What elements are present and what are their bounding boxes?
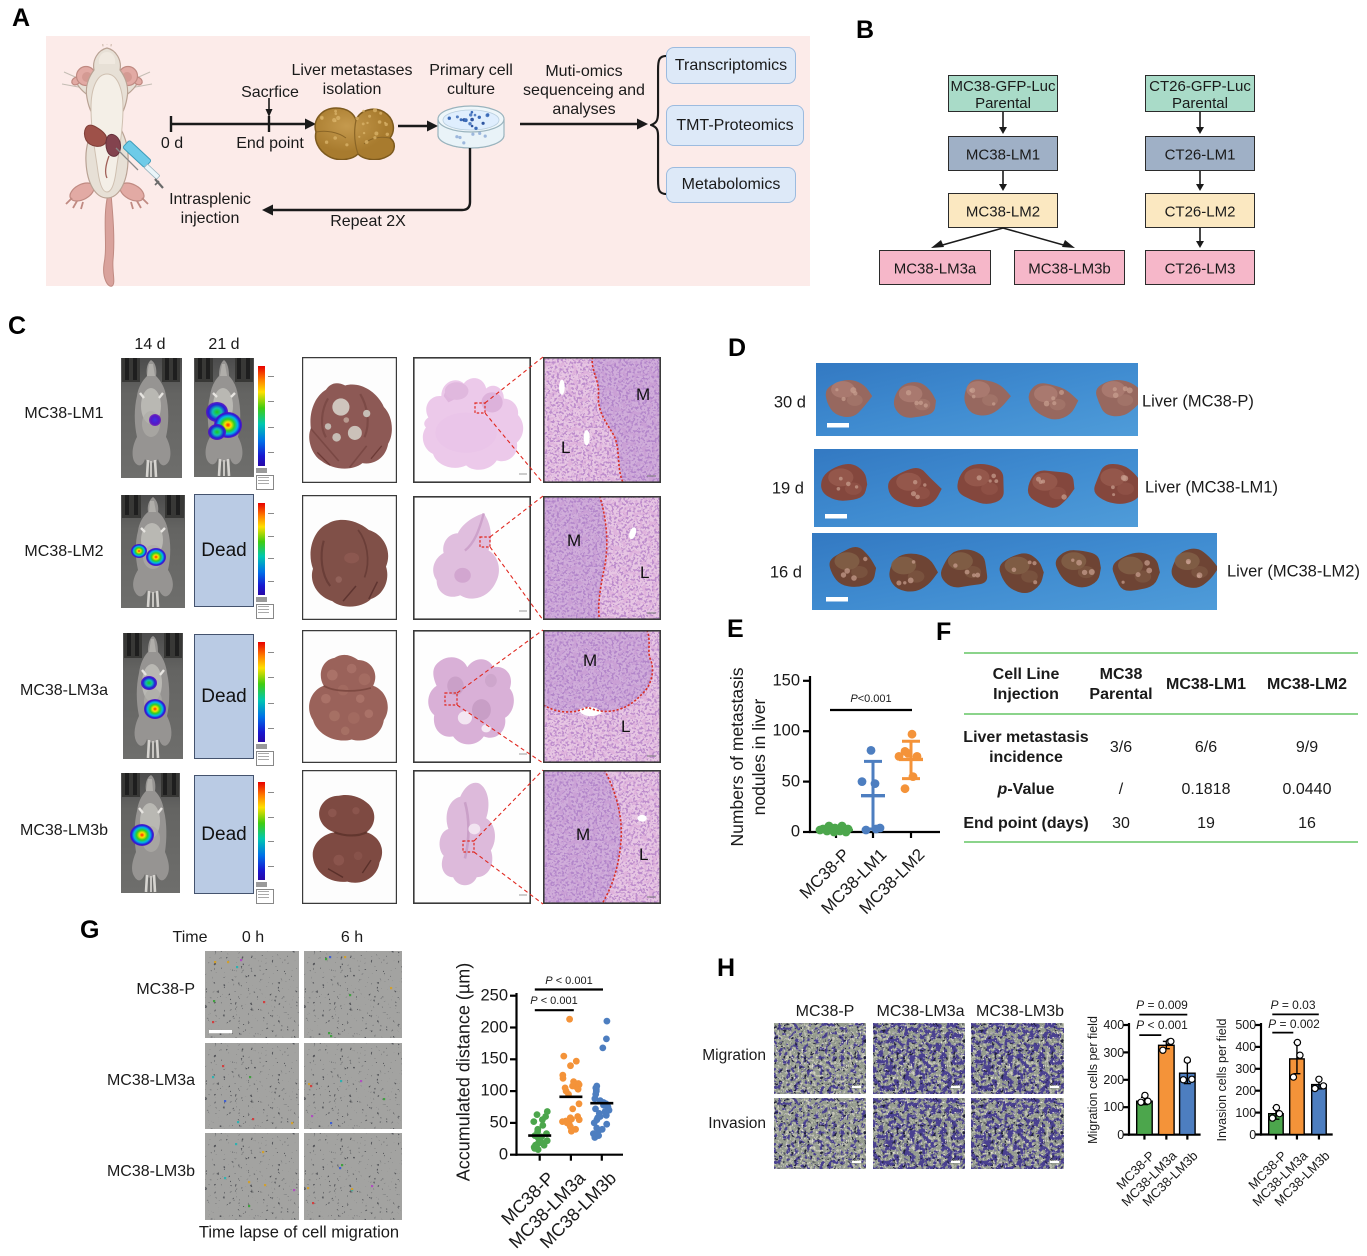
- svg-text:M: M: [583, 651, 597, 670]
- svg-text:L: L: [561, 438, 570, 457]
- svg-text:M: M: [567, 531, 581, 550]
- svg-text:M: M: [636, 385, 650, 404]
- svg-text:L: L: [621, 717, 630, 736]
- svg-text:L: L: [640, 563, 649, 582]
- svg-text:L: L: [639, 845, 648, 864]
- svg-text:M: M: [576, 825, 590, 844]
